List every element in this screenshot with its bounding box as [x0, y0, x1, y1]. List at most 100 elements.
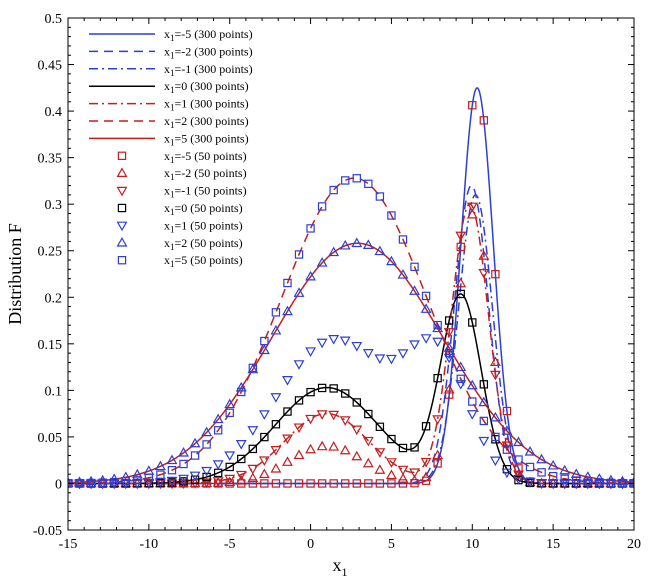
- x-tick-label: -15: [59, 537, 78, 552]
- series-point: [260, 432, 269, 442]
- series-point: [524, 445, 536, 456]
- series-point: [432, 415, 444, 425]
- legend-label-subscript: 1: [170, 137, 175, 147]
- series-point: [213, 479, 223, 488]
- legend-label-subscript: 1: [170, 103, 175, 113]
- series-point: [294, 479, 304, 488]
- series-point: [387, 479, 396, 488]
- series-point: [212, 413, 224, 424]
- legend-label-subscript: 1: [170, 207, 175, 217]
- series-point: [420, 457, 432, 468]
- legend-entry: x1=-2 (300 points): [89, 44, 253, 60]
- series-point: [352, 479, 361, 488]
- legend-label: x1=2 (300 points): [164, 114, 249, 130]
- series-point: [559, 479, 571, 490]
- series-point: [386, 469, 397, 480]
- series-point: [398, 443, 408, 453]
- series-point: [444, 390, 454, 399]
- series-point: [305, 347, 316, 357]
- series-point: [536, 478, 548, 489]
- series-point: [351, 237, 363, 248]
- series-point: [397, 473, 409, 483]
- series-point: [305, 270, 316, 281]
- series-point: [432, 337, 444, 348]
- series-point: [489, 456, 501, 467]
- series-point: [386, 354, 397, 365]
- series-point: [628, 479, 634, 490]
- series-point: [316, 338, 328, 349]
- legend-label-subscript: 1: [170, 242, 175, 252]
- legend-entry: x1=5 (300 points): [89, 131, 249, 147]
- series-point: [248, 479, 258, 488]
- legend-entry: x1=0 (50 points): [117, 201, 243, 217]
- series-point: [455, 380, 467, 390]
- legend-label-text: =-1 (50 points): [175, 184, 247, 198]
- legend-label-text: =0 (50 points): [175, 201, 243, 215]
- series-point: [386, 255, 397, 266]
- series-point: [468, 397, 477, 406]
- series-point: [617, 475, 628, 486]
- series-point: [409, 474, 420, 485]
- series-point: [271, 420, 281, 429]
- series-point: [489, 370, 501, 381]
- series-point: [397, 269, 409, 279]
- legend-label: x1=0 (50 points): [164, 201, 243, 217]
- series-point: [364, 409, 373, 419]
- legend-label-subscript: 1: [170, 33, 175, 43]
- series-point: [455, 231, 467, 242]
- series-point: [479, 380, 489, 389]
- series-point: [466, 202, 478, 213]
- legend-label-text: =-2 (50 points): [175, 166, 247, 180]
- series-point: [306, 224, 315, 233]
- series-point: [224, 474, 236, 485]
- series-point: [420, 303, 432, 313]
- series-point: [283, 278, 292, 288]
- series-point: [374, 245, 386, 256]
- series-point: [362, 457, 374, 468]
- series-point: [225, 462, 234, 472]
- x-tick-label: 10: [465, 537, 479, 552]
- legend-label-subscript: 1: [170, 85, 175, 95]
- series-point: [339, 416, 351, 426]
- series-point: [387, 434, 396, 444]
- series-point: [443, 328, 455, 338]
- series-point: [618, 478, 627, 488]
- series-point: [166, 454, 178, 465]
- legend-label-var: x: [164, 218, 170, 232]
- series-point: [190, 475, 200, 484]
- series-point: [433, 459, 442, 468]
- legend-entry: x1=5 (50 points): [117, 253, 243, 269]
- series-point: [339, 444, 351, 455]
- series-point: [432, 449, 444, 460]
- series-point: [190, 451, 200, 460]
- series-point: [374, 464, 386, 474]
- legend-entry: x1=0 (300 points): [89, 79, 249, 95]
- series-point: [489, 356, 501, 367]
- series-point: [466, 379, 478, 390]
- legend-marker-sample: [116, 221, 128, 232]
- series-point: [235, 474, 247, 485]
- legend-entry: x1=-5 (50 points): [117, 149, 247, 165]
- series-point: [110, 477, 119, 487]
- series-line: [68, 203, 634, 485]
- series-point: [202, 472, 211, 482]
- legend-label-var: x: [164, 114, 170, 128]
- axes-frame: [67, 17, 635, 531]
- series-point: [120, 471, 132, 482]
- legend-label-var: x: [164, 184, 170, 198]
- series-point: [247, 472, 259, 483]
- series-point: [491, 432, 500, 442]
- series-point: [178, 447, 189, 457]
- legend-label-text: =1 (300 points): [175, 97, 249, 111]
- legend-label-var: x: [164, 27, 170, 41]
- series-point: [282, 376, 293, 386]
- series-point: [305, 414, 316, 425]
- series-point: [502, 445, 512, 454]
- series-point: [282, 305, 293, 316]
- x-axis-label-subscript: 1: [342, 565, 348, 578]
- legend-label-subscript: 1: [170, 224, 175, 234]
- legend-label: x1=5 (300 points): [164, 131, 249, 147]
- series-point: [560, 474, 569, 483]
